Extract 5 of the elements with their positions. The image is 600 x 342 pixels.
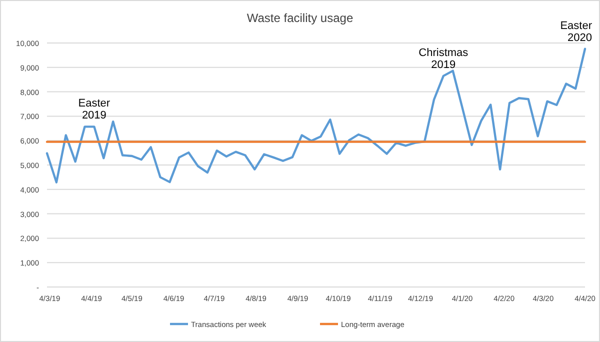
line-series bbox=[46, 48, 586, 184]
annotation: Easter 2020 bbox=[560, 20, 592, 44]
annotation: Christmas 2019 bbox=[418, 46, 469, 71]
chart-title: Waste facility usage bbox=[246, 11, 354, 25]
annotation: Easter 2019 bbox=[78, 98, 110, 122]
